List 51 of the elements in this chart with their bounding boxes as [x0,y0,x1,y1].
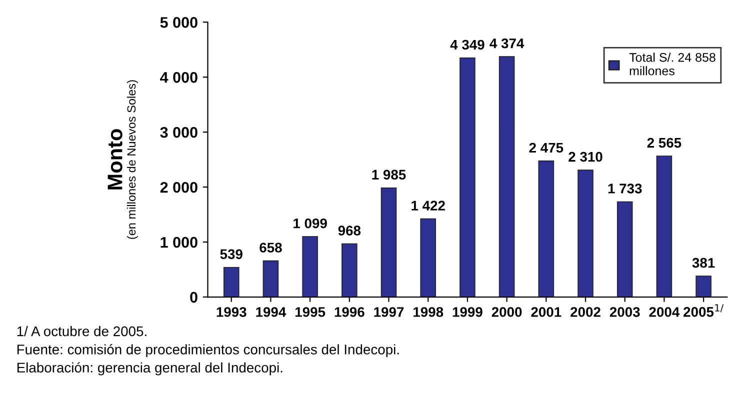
bar [420,218,436,298]
bar [578,170,594,298]
y-tick-label: 0 [190,292,198,303]
data-label: 2 310 [568,152,602,162]
x-tick-label: 1993 [216,307,246,317]
bar [538,160,554,298]
x-tick-label: 2003 [610,307,640,317]
x-tick-label: 2005$^{1/}$ [684,304,724,317]
bar [223,266,240,298]
y-tick-label: 4 000 [160,72,198,83]
data-label: 968 [338,226,361,236]
y-tick-label: 3 000 [160,126,198,138]
bar [302,236,318,298]
bar [696,276,712,298]
bar [498,56,515,298]
bar [616,201,633,298]
legend-label: Total S/. 24 858 millones [629,52,716,76]
x-tick-label: 2000 [492,307,522,317]
data-label: 1 733 [608,184,642,194]
data-label: 539 [220,249,242,260]
x-tick-label: 1996 [334,307,364,317]
y-tick-label: 1 000 [160,236,198,248]
y-tick-label: 5 000 [160,17,198,28]
bar [262,260,279,298]
data-label: 1 099 [294,218,327,228]
x-tick-label: 1997 [374,307,404,317]
x-tick-label: 2004 [649,307,680,317]
data-label: 2 565 [647,138,682,148]
x-tick-label: 1998 [414,307,444,317]
x-tick-label: 2001 [531,307,562,317]
bar [656,156,672,298]
data-label: 4 374 [490,38,524,48]
bar [460,58,476,298]
data-label: 2 475 [529,142,564,153]
x-tick-label: 1999 [452,307,482,317]
x-tick-label: 2002 [570,307,600,317]
data-label: 1 422 [412,200,445,210]
data-label: 381 [692,258,715,268]
data-label: 658 [260,242,282,253]
x-tick-label: 1994 [256,307,286,317]
data-label: 4 349 [450,40,484,50]
text: 1/ A octubre de 2005. [17,326,146,336]
y-tick-label: 2 000 [160,182,198,193]
bar [342,243,358,298]
text: Elaboración: gerencia general del Indecopi. [17,362,282,376]
bar [380,187,397,298]
source-note: Fuente: comisión de procedimientos concursales del Indecopi. [17,344,399,358]
text: (en millones de Nuevos Soles) [126,80,138,239]
data-label: 1 985 [372,170,406,180]
y-axis-title: Monto [108,129,122,190]
x-tick-label: 1995 [295,307,326,317]
